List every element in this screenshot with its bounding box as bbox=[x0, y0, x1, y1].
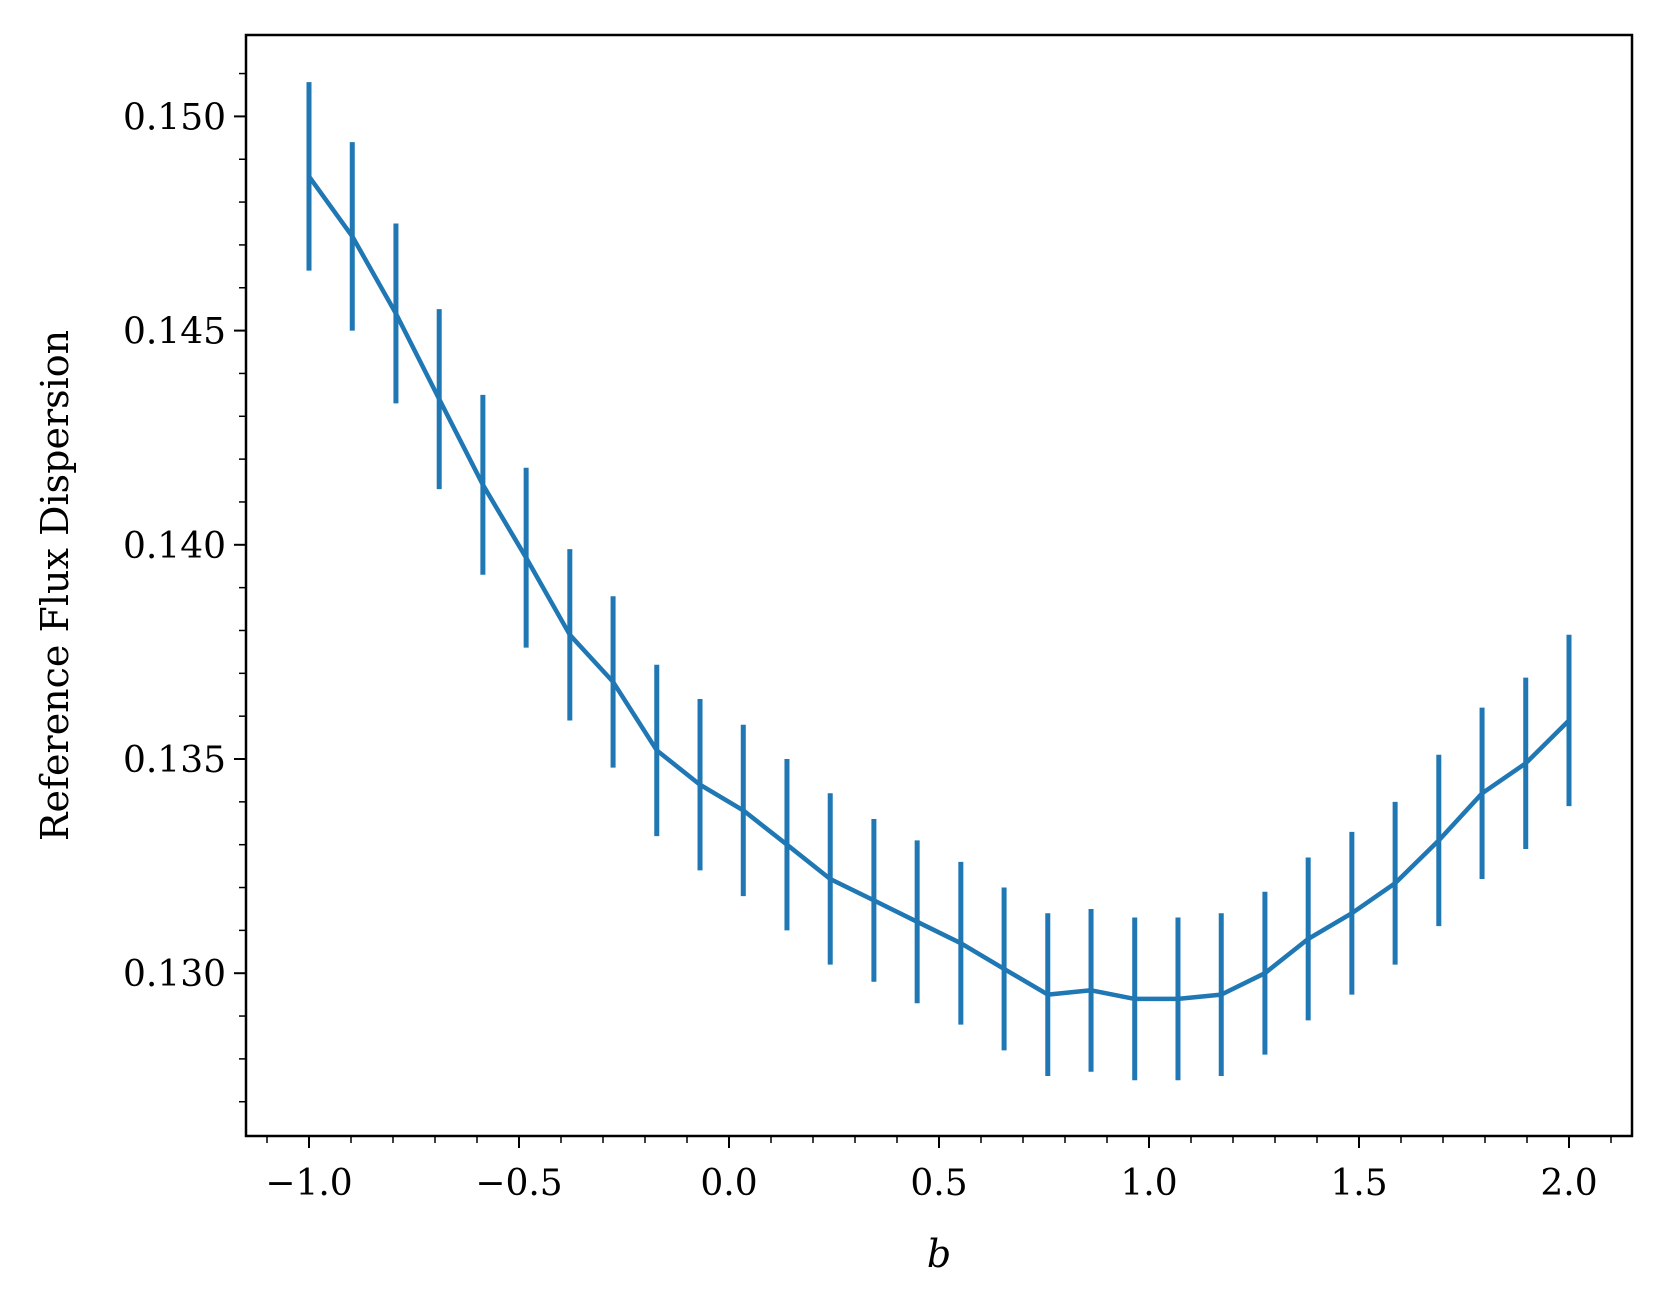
x-tick-label: −1.0 bbox=[265, 1163, 352, 1204]
plot-area bbox=[306, 82, 1572, 1081]
axes-frame bbox=[244, 33, 1634, 1138]
y-axis-title: Reference Flux Dispersion bbox=[33, 330, 77, 841]
x-tick-label: 1.0 bbox=[1120, 1163, 1177, 1204]
x-tick-label: 2.0 bbox=[1540, 1163, 1597, 1204]
x-tick-label: 0.0 bbox=[700, 1163, 757, 1204]
x-tick-label: 0.5 bbox=[910, 1163, 967, 1204]
x-tick-label: −0.5 bbox=[475, 1163, 562, 1204]
y-tick-label: 0.140 bbox=[123, 526, 226, 567]
axes: −1.0 −0.5 0.0 0.5 1.0 1.5 2.0 0.130 0.135 0.140 0.… bbox=[123, 33, 1634, 1204]
y-tick-label: 0.150 bbox=[123, 97, 226, 138]
y-tick-label: 0.135 bbox=[123, 740, 226, 781]
x-axis-title: b bbox=[927, 1232, 951, 1276]
series-line bbox=[307, 175, 1571, 1002]
y-tick-label: 0.130 bbox=[123, 954, 226, 995]
y-tick-label: 0.145 bbox=[123, 312, 226, 353]
x-tick-label: 1.5 bbox=[1330, 1163, 1387, 1204]
